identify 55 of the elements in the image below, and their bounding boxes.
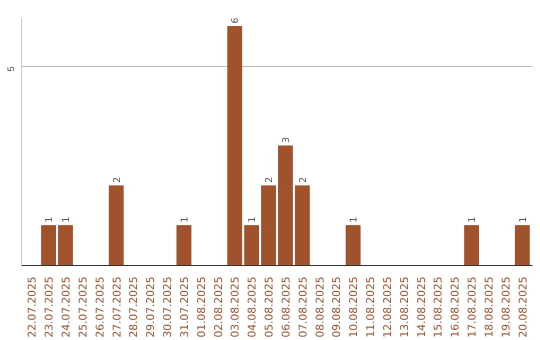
data-label: 2: [264, 176, 276, 183]
data-label: 3: [280, 136, 292, 143]
x-tick-label: 13.08.2025: [398, 276, 411, 338]
x-tick-label: 16.08.2025: [448, 276, 462, 338]
data-label: 1: [44, 216, 56, 223]
x-tick-label: 11.08.2025: [364, 276, 378, 338]
y-tick-label: 5: [6, 66, 16, 72]
bar: [58, 225, 73, 266]
x-tick-label: 09.08.2025: [330, 276, 344, 338]
data-label: 1: [518, 216, 529, 223]
bar: [176, 225, 192, 266]
bar: [346, 225, 361, 266]
x-tick-label: 06.08.2025: [279, 276, 292, 338]
bar: [514, 225, 530, 266]
x-tick-label: 14.08.2025: [414, 276, 428, 338]
data-label: 2: [298, 176, 309, 183]
x-tick-label: 04.08.2025: [246, 276, 259, 338]
x-tick-label: 23.07.2025: [42, 276, 56, 338]
x-tick-label: 18.08.2025: [482, 276, 496, 338]
bar: [244, 225, 260, 266]
x-tick-label: 20.08.2025: [516, 276, 530, 338]
x-tick-label: 03.08.2025: [228, 276, 242, 338]
x-tick-label: 28.07.2025: [127, 276, 140, 338]
x-tick-label: 26.07.2025: [93, 276, 106, 338]
x-tick-label: 19.08.2025: [499, 276, 512, 338]
data-label: 1: [467, 216, 478, 223]
bar: [294, 185, 310, 266]
x-tick-label: 01.08.2025: [194, 276, 208, 338]
data-label: 2: [112, 176, 123, 183]
x-tick-label: 08.08.2025: [313, 276, 326, 338]
x-tick-label: 31.07.2025: [178, 276, 191, 338]
bar: [278, 145, 293, 266]
bar: [41, 225, 56, 266]
x-tick-label: 02.08.2025: [212, 276, 225, 338]
data-label: 1: [348, 216, 360, 223]
x-tick-label: 12.08.2025: [380, 276, 394, 338]
data-label: 1: [179, 216, 190, 223]
x-tick-label: 30.07.2025: [161, 276, 174, 338]
x-tick-label: 15.08.2025: [432, 276, 445, 338]
bar: [261, 185, 276, 266]
x-tick-label: 05.08.2025: [262, 276, 276, 338]
x-tick-label: 07.08.2025: [296, 276, 310, 338]
bar: [464, 225, 480, 266]
x-tick-label: 24.07.2025: [59, 276, 72, 338]
x-tick-label: 29.07.2025: [144, 276, 158, 338]
data-label: 1: [247, 216, 258, 223]
x-tick-label: 22.07.2025: [26, 276, 39, 338]
bar: [227, 26, 242, 266]
bar: [108, 185, 124, 266]
x-tick-label: 25.07.2025: [76, 276, 90, 338]
x-tick-label: 17.08.2025: [466, 276, 479, 338]
x-tick-label: 27.07.2025: [110, 276, 124, 338]
x-tick-label: 10.08.2025: [347, 276, 360, 338]
data-label: 6: [230, 17, 242, 24]
data-label: 1: [60, 216, 72, 223]
